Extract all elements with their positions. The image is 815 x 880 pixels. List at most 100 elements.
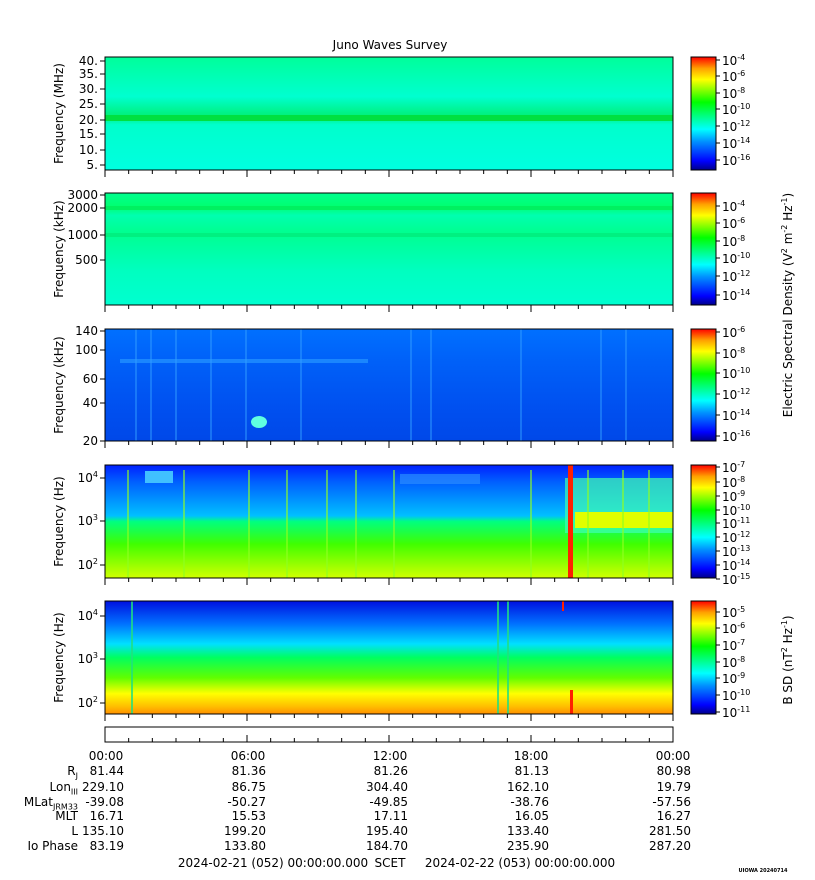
colorbar-tick-label: 10-14​ — [722, 408, 750, 423]
ephemeris-value: 80.98 — [657, 764, 691, 778]
emission-streak — [286, 470, 288, 578]
ephemeris-label: MLT — [55, 809, 78, 823]
emission-band — [105, 233, 673, 237]
y-tick-label: 100 — [75, 343, 98, 357]
emission-streak — [622, 470, 624, 578]
emission-streak — [497, 601, 499, 714]
y-axis-label: Frequency (MHz) — [52, 63, 66, 164]
colorbar-tick-label: 10-6​ — [722, 69, 745, 84]
ephemeris-label: MLatJRM33​ — [24, 795, 78, 812]
colorbar-tick-label: 10-9​ — [722, 671, 745, 686]
ephemeris-value: 16.05 — [515, 809, 549, 823]
emission-spike — [570, 690, 573, 714]
panel-1: 40.35.30.25. 20.15. 10.5. Frequency (MHz) 10… — [52, 53, 750, 177]
ephemeris-value: 81.44 — [90, 764, 124, 778]
ephemeris-label: RJ​ — [67, 764, 78, 781]
colorbar-tick-label: 10-13​ — [722, 544, 750, 559]
ephemeris-label: LonIII​ — [50, 780, 79, 797]
emission-streak — [175, 329, 177, 441]
y-tick-label: 103​ — [78, 513, 98, 528]
time-label: 18:00 — [514, 749, 549, 763]
y-tick-label: 1000 — [67, 228, 98, 242]
y-tick-label: 35. — [79, 67, 98, 81]
y-tick-label: 40 — [83, 396, 98, 410]
colorbar-tick-label: 10-12​ — [722, 119, 750, 134]
y-tick-label: 2000 — [67, 201, 98, 215]
colorbar-tick-label: 10-16​ — [722, 153, 750, 168]
emission-streak — [587, 470, 589, 578]
y-axis-label: Frequency (kHz) — [52, 336, 66, 433]
y-axis-label: Frequency (Hz) — [52, 476, 66, 567]
colorbar-tick-label: 10-10​ — [722, 688, 750, 703]
colorbar-tick-label: 10-16​ — [722, 429, 750, 444]
time-axis: 00:00 06:00 12:00 18:00 00:00 — [89, 735, 691, 763]
footer-start: 2024-02-21 (052) 00:00:00.000 — [178, 856, 368, 870]
y-tick-label: 20 — [83, 434, 98, 448]
emission-streak — [245, 329, 247, 441]
y-tick-label: 3000 — [67, 188, 98, 202]
electric-colorbar-label: Electric Spectral Density (V2​ m-2​ Hz-1… — [780, 193, 795, 417]
colorbar-1 — [690, 56, 717, 171]
colorbar-tick-label: 10-8​ — [722, 655, 745, 670]
y-tick-label: 102​ — [78, 557, 98, 572]
ephemeris-value: 133.40 — [507, 824, 549, 838]
ephemeris-value: 81.36 — [232, 764, 266, 778]
y-tick-label: 40. — [79, 54, 98, 68]
time-label: 00:00 — [656, 749, 691, 763]
ephemeris-value: 15.53 — [232, 809, 266, 823]
ephemeris-value: 83.19 — [90, 839, 124, 853]
colorbar-tick-label: 10-9​ — [722, 489, 745, 504]
emission-band — [105, 115, 673, 121]
ephemeris-value: 162.10 — [507, 780, 549, 794]
colorbar-tick-label: 10-14​ — [722, 288, 750, 303]
colorbar-tick-label: 10-5​ — [722, 605, 745, 620]
colorbar-tick-label: 10-8​ — [722, 346, 745, 361]
colorbar-tick-label: 10-6​ — [722, 621, 745, 636]
emission-streak — [507, 601, 509, 714]
colorbar-tick-label: 10-4​ — [722, 53, 745, 68]
ephemeris-value: 16.27 — [657, 809, 691, 823]
ephemeris-value: 81.26 — [374, 764, 408, 778]
footer-end: 2024-02-22 (053) 00:00:00.000 — [425, 856, 615, 870]
ephemeris-value: 199.20 — [224, 824, 266, 838]
emission-streak — [648, 470, 650, 578]
colorbar-tick-label: 10-8​ — [722, 475, 745, 490]
emission-spike — [568, 465, 573, 578]
ephemeris-value: -38.76 — [510, 795, 549, 809]
ephemeris-value: 133.80 — [224, 839, 266, 853]
emission-patch — [400, 474, 480, 484]
ephemeris-value: 304.40 — [366, 780, 408, 794]
colorbar-tick-label: 10-14​ — [722, 136, 750, 151]
y-tick-label: 25. — [79, 97, 98, 111]
time-label: 00:00 — [89, 749, 124, 763]
ephemeris-value: 229.10 — [82, 780, 124, 794]
y-tick-label: 15. — [79, 127, 98, 141]
emission-streak — [120, 359, 368, 363]
emission-spike — [562, 601, 564, 611]
spectrogram-3 — [105, 329, 673, 441]
time-label: 12:00 — [373, 749, 408, 763]
colorbar-tick-label: 10-10​ — [722, 251, 750, 266]
emission-streak — [127, 470, 129, 578]
colorbar-tick-label: 10-12​ — [722, 269, 750, 284]
emission-streak — [183, 470, 185, 578]
emission-streak — [393, 470, 395, 578]
panel-4: 104​ 103​ 102​ Frequency (Hz) 10-7​10-8​10-9… — [52, 460, 750, 587]
spectrogram-1 — [105, 57, 673, 170]
magnetic-colorbar-label: B SD (nT2​ Hz-1​) — [780, 615, 795, 704]
colorbar-5 — [690, 600, 717, 715]
panel-5: 104​ 103​ 102​ Frequency (Hz) 10-5​10-6​ 10-7… — [52, 600, 750, 721]
ephemeris-table: RJ​ 81.44 81.36 81.26 81.13 80.98 LonIII​229.1… — [24, 764, 691, 853]
emission-streak — [326, 470, 328, 578]
colorbar-tick-label: 10-8​ — [722, 234, 745, 249]
y-tick-label: 10. — [79, 143, 98, 157]
y-tick-label: 30. — [79, 82, 98, 96]
colorbar-tick-label: 10-7​ — [722, 460, 745, 475]
y-tick-label: 102​ — [78, 695, 98, 710]
emission-spot — [251, 416, 267, 428]
panel-3: 140 100 60 40 20 Frequency (kHz) 10-6​ 10-8​ 10-… — [52, 324, 750, 448]
emission-streak — [150, 329, 152, 441]
spectrogram-5 — [105, 601, 673, 714]
